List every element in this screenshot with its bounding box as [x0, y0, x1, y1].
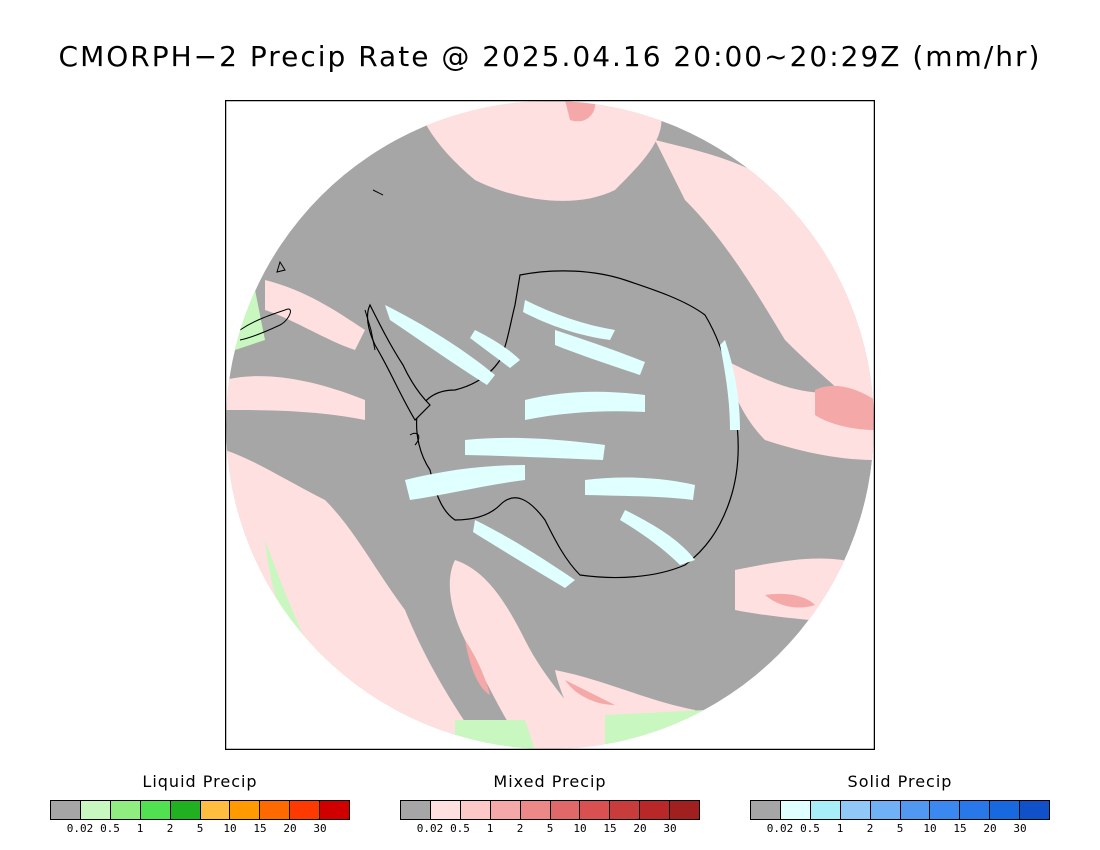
legend-tick-label: 5 — [196, 822, 204, 835]
legend-swatch — [460, 801, 491, 819]
legend-tick-label: 10 — [923, 822, 937, 835]
map-disc — [226, 101, 874, 749]
legend-tick-label: 2 — [166, 822, 174, 835]
legend-tick-labels: 0.02 0.5 1 2 5 10 15 20 30 — [750, 822, 1050, 838]
legend-tick-label: 0.5 — [450, 822, 470, 835]
legend-swatch — [170, 801, 201, 819]
legend-swatch — [810, 801, 841, 819]
legend-color-bar — [50, 800, 350, 820]
precip-map-canvas — [225, 100, 875, 750]
legend-tick-label: 2 — [516, 822, 524, 835]
legend-tick-label: 15 — [603, 822, 617, 835]
legend-liquid-precip: Liquid Precip 0.02 0.5 1 2 5 10 15 20 30 — [50, 770, 350, 840]
legend-color-bar — [400, 800, 700, 820]
page-title: CMORPH−2 Precip Rate @ 2025.04.16 20:00~… — [58, 40, 1042, 73]
legend-swatch — [490, 801, 521, 819]
legend-swatch — [580, 801, 611, 819]
legend-swatch — [640, 801, 671, 819]
legend-tick-label: 1 — [486, 822, 494, 835]
solid-precip-areas — [385, 300, 740, 588]
legend-swatch — [990, 801, 1021, 819]
legend-swatch — [840, 801, 871, 819]
precip-map — [225, 100, 875, 750]
legend-swatch — [80, 801, 111, 819]
legend-tick-label: 5 — [896, 822, 904, 835]
legend-swatch — [401, 801, 431, 819]
legend-tick-label: 2 — [866, 822, 874, 835]
legend-tick-label: 0.02 — [766, 822, 794, 835]
legend-tick-label: 20 — [983, 822, 997, 835]
legend-swatch — [1020, 801, 1050, 819]
antarctic-peninsula — [366, 303, 431, 421]
legend-swatch — [290, 801, 321, 819]
legend-mixed-precip: Mixed Precip 0.02 0.5 1 2 5 10 15 20 30 — [400, 770, 700, 840]
legend-swatch — [550, 801, 581, 819]
legend-swatch — [930, 801, 961, 819]
legend-swatch — [751, 801, 781, 819]
legend-swatch — [900, 801, 931, 819]
legend-tick-label: 0.02 — [416, 822, 444, 835]
legend-swatch — [870, 801, 901, 819]
legend-tick-label: 1 — [136, 822, 144, 835]
legend-swatch — [430, 801, 461, 819]
legend-tick-label: 0.02 — [66, 822, 94, 835]
legend-title: Solid Precip — [847, 772, 953, 791]
legend-tick-labels: 0.02 0.5 1 2 5 10 15 20 30 — [400, 822, 700, 838]
legend-tick-label: 15 — [253, 822, 267, 835]
legend-title: Liquid Precip — [142, 772, 258, 791]
legend-swatch — [520, 801, 551, 819]
legend-swatch — [51, 801, 81, 819]
legend-tick-labels: 0.02 0.5 1 2 5 10 15 20 30 — [50, 822, 350, 838]
legend-color-bar — [750, 800, 1050, 820]
legend-tick-label: 10 — [223, 822, 237, 835]
legend-title: Mixed Precip — [493, 772, 607, 791]
legend-swatch — [260, 801, 291, 819]
legend-tick-label: 30 — [663, 822, 677, 835]
legend-tick-label: 30 — [313, 822, 327, 835]
legend-swatch — [110, 801, 141, 819]
legend-solid-precip: Solid Precip 0.02 0.5 1 2 5 10 15 20 30 — [750, 770, 1050, 840]
legend-tick-label: 15 — [953, 822, 967, 835]
legend-swatch — [320, 801, 350, 819]
legend-swatch — [140, 801, 171, 819]
legend-tick-label: 0.5 — [800, 822, 820, 835]
legend-tick-label: 30 — [1013, 822, 1027, 835]
legend-swatch — [780, 801, 811, 819]
legend-tick-label: 5 — [546, 822, 554, 835]
legend-swatch — [200, 801, 231, 819]
map-frame-border — [225, 100, 875, 750]
legend-tick-label: 0.5 — [100, 822, 120, 835]
legend-tick-label: 10 — [573, 822, 587, 835]
legend-swatch — [670, 801, 700, 819]
legend-swatch — [960, 801, 991, 819]
legend-tick-label: 20 — [633, 822, 647, 835]
legend-tick-label: 20 — [283, 822, 297, 835]
coastline-details — [239, 189, 420, 446]
legend-swatch — [610, 801, 641, 819]
legend-tick-label: 1 — [836, 822, 844, 835]
mixed-precip-medium-areas — [465, 101, 874, 705]
antarctica-landmass — [415, 270, 739, 579]
legend-swatch — [230, 801, 261, 819]
